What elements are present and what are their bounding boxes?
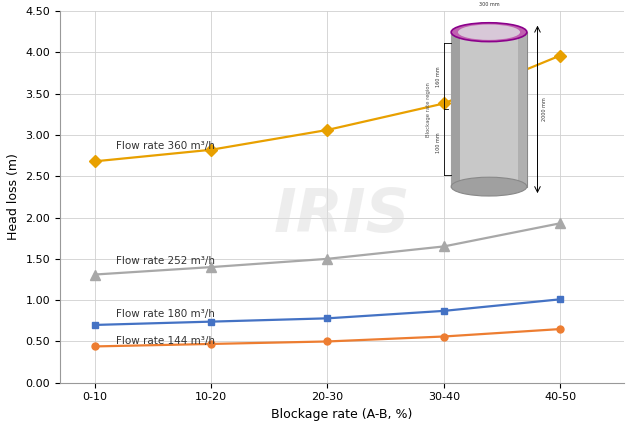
Bar [518,32,527,187]
X-axis label: Blockage rate (A-B, %): Blockage rate (A-B, %) [271,408,413,421]
Text: 2000 mm: 2000 mm [542,98,547,121]
Ellipse shape [451,177,527,196]
Bar [451,32,460,187]
Bar [451,32,527,187]
Ellipse shape [458,24,520,40]
Text: 160 mm: 160 mm [436,66,441,87]
Y-axis label: Head loss (m): Head loss (m) [7,153,20,240]
Text: Flow rate 252 m³/h: Flow rate 252 m³/h [116,256,215,266]
Text: 300 mm: 300 mm [479,2,499,7]
Ellipse shape [451,23,527,42]
Text: Blockage rate region: Blockage rate region [426,82,431,137]
Text: 100 mm: 100 mm [436,132,441,153]
Text: IRIS: IRIS [274,186,410,245]
Text: Flow rate 360 m³/h: Flow rate 360 m³/h [116,141,215,151]
Text: Flow rate 144 m³/h: Flow rate 144 m³/h [116,336,215,346]
Text: Flow rate 180 m³/h: Flow rate 180 m³/h [116,309,215,319]
